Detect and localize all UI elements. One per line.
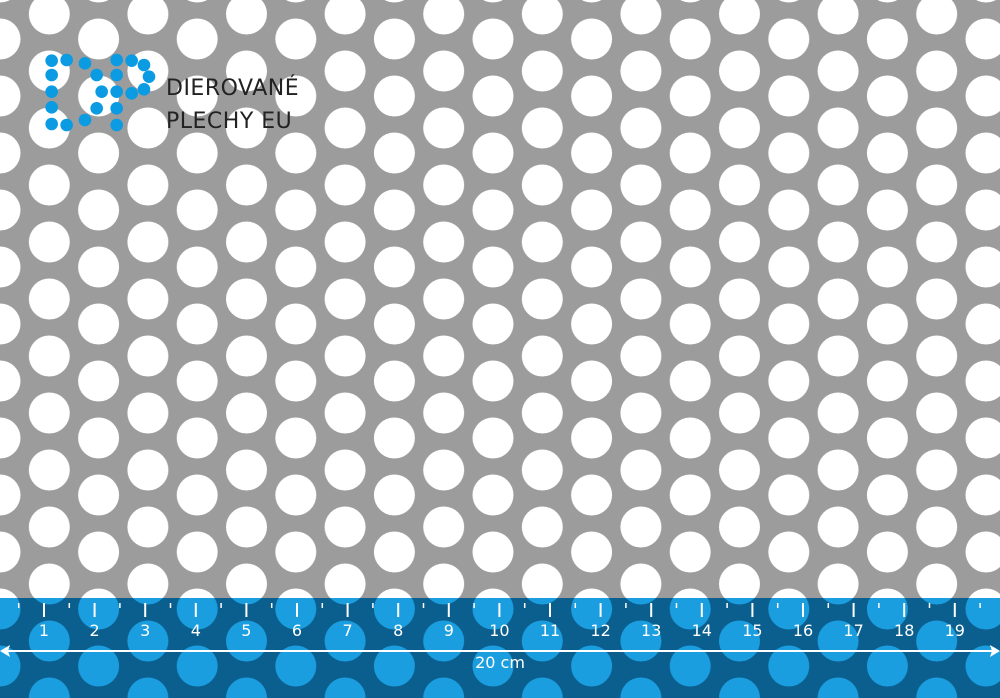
ruler-number: 5 (241, 621, 252, 640)
ruler-total-label: 20 cm (475, 653, 525, 672)
logo-dot (125, 54, 138, 67)
logo-dot (45, 101, 58, 114)
ruler-ticks (17, 603, 981, 617)
logo-mark (45, 53, 156, 132)
ruler-number: 7 (342, 621, 353, 640)
logo-dot (110, 53, 123, 67)
ruler-number: 2 (89, 621, 100, 640)
ruler-number: 16 (792, 621, 814, 640)
ruler-number: 17 (843, 621, 864, 640)
logo-dot (78, 57, 92, 70)
logo-dot (45, 68, 58, 82)
ruler-number: 10 (489, 621, 510, 640)
ruler-number: 14 (691, 621, 712, 640)
ruler-number: 9 (443, 621, 454, 640)
logo-dot (110, 102, 123, 115)
logo-dot (137, 83, 151, 96)
logo-dot (90, 102, 103, 115)
logo-text-line1: DIEROVANÉ (166, 76, 300, 101)
ruler-number: 6 (291, 621, 303, 640)
logo-dot (45, 54, 58, 67)
perforation-holes (0, 0, 1000, 598)
ruler-number: 4 (190, 621, 201, 640)
logo-dot (90, 68, 103, 82)
ruler-number: 19 (944, 621, 965, 640)
ruler-number: 3 (140, 621, 151, 640)
logo-dot (110, 68, 123, 82)
ruler-number: 13 (641, 621, 662, 640)
logo-dot (45, 85, 58, 98)
logo-dot (110, 85, 123, 98)
logo-dot (137, 58, 151, 72)
logo-dot (60, 53, 73, 67)
logo-dot (78, 113, 92, 127)
ruler-number: 12 (590, 621, 611, 640)
ruler-number: 15 (742, 621, 763, 640)
ruler-number: 1 (38, 621, 50, 640)
logo-text-line2: PLECHY EU (166, 109, 293, 134)
ruler-number: 18 (894, 621, 915, 640)
logo-dot (95, 85, 108, 98)
ruler-number: 11 (539, 621, 561, 640)
arrow-left-icon (0, 645, 10, 657)
logo-dot (142, 70, 156, 83)
ruler-number: 8 (393, 621, 404, 640)
logo-dot (125, 87, 138, 100)
logo-dot (110, 118, 123, 132)
logo-dot (45, 117, 58, 131)
measure-arrow (0, 645, 1000, 657)
arrow-right-icon (990, 645, 1000, 657)
logo-dot (60, 118, 73, 132)
